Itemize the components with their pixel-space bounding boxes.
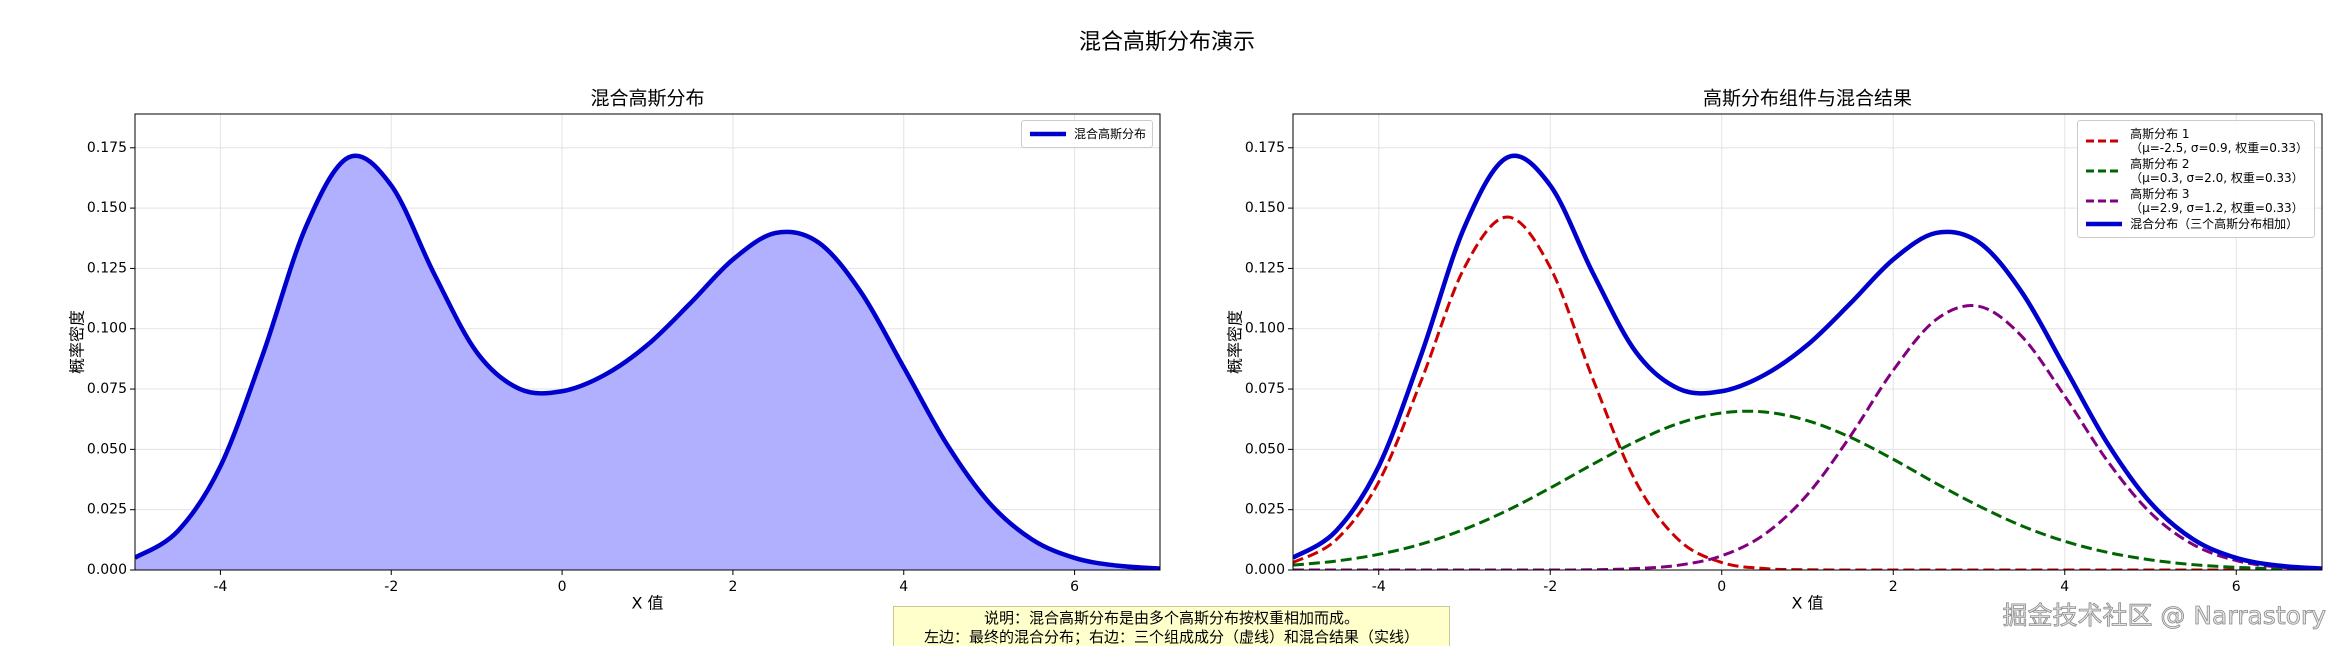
y-tick-label: 0.025 [87,502,127,518]
subplot-title: 高斯分布组件与混合结果 [1703,88,1912,110]
y-tick-label: 0.175 [1245,140,1285,156]
y-tick-label: 0.150 [1245,200,1285,216]
y-tick-label: 0.000 [87,562,127,578]
legend-label: 高斯分布 1 （μ=-2.5, σ=0.9, 权重=0.33） [2130,127,2308,155]
y-tick-label: 0.050 [1245,441,1285,457]
subplot: 高斯分布组件与混合结果 X 值 概率密度 0.000 0.025 0.050 0.075 0.… [1226,88,2323,613]
y-tick-label: 0.000 [1245,562,1285,578]
x-tick-label: 4 [2060,579,2069,595]
note-line: 左边：最终的混合分布；右边：三个组成成分（虚线）和混合结果（实线） [923,628,1419,646]
note-line: 说明：混合高斯分布是由多个高斯分布按权重相加而成。 [983,609,1359,627]
x-tick-label: 4 [899,579,908,595]
legend-swatch [2086,199,2123,203]
y-tick-label: 0.050 [87,441,127,457]
y-tick-label: 0.175 [87,140,127,156]
legend-label: 高斯分布 3 （μ=2.9, σ=1.2, 权重=0.33） [2130,187,2304,215]
legend-entry: 高斯分布 1 （μ=-2.5, σ=0.9, 权重=0.33） [2084,127,2308,155]
y-tick-label: 0.075 [87,381,127,397]
axes-frame [1292,113,2323,571]
legend-swatch [2086,169,2123,173]
watermark: 掘金技术社区 @ Narrastory [2002,601,2326,630]
subplot: 混合高斯分布 X 值 概率密度 0.000 0.025 0.050 0.075 0.100 0.… [68,88,1161,613]
figure-title: 混合高斯分布演示 [1079,30,1255,55]
plot-area [135,153,1160,570]
line [1293,153,2322,570]
x-tick-label: -2 [384,579,398,595]
legend: 高斯分布 1 （μ=-2.5, σ=0.9, 权重=0.33） 高斯分布 2 （μ… [2077,120,2315,238]
y-tick-label: 0.100 [87,321,127,337]
legend: 混合高斯分布 [1020,120,1153,148]
axes-frame [134,113,1161,571]
y-tick-label: 0.125 [87,260,127,276]
legend-entry: 混合高斯分布 [1028,127,1146,141]
x-tick-label: 2 [728,579,737,595]
legend-label: 混合分布（三个高斯分布相加） [2130,217,2299,231]
line [1293,215,2322,570]
x-tick-label: 0 [1717,579,1726,595]
x-axis-label: X 值 [631,594,663,613]
y-tick-label: 0.100 [1245,321,1285,337]
subplot-title: 混合高斯分布 [590,88,704,110]
x-axis-label: X 值 [1791,594,1823,613]
y-axis-label: 概率密度 [68,310,87,374]
legend-swatch [2086,221,2123,227]
x-tick-label: -2 [1543,579,1557,595]
legend-entry: 高斯分布 2 （μ=0.3, σ=2.0, 权重=0.33） [2084,157,2308,185]
x-tick-label: -4 [1372,579,1386,595]
legend-entry: 高斯分布 3 （μ=2.9, σ=1.2, 权重=0.33） [2084,187,2308,215]
y-tick-label: 0.075 [1245,381,1285,397]
x-tick-label: 6 [2232,579,2241,595]
area-line [135,153,1160,570]
area-fill [135,155,1160,570]
legend-swatch [1029,131,1066,137]
legend-swatch [2086,139,2123,143]
legend-entry: 混合分布（三个高斯分布相加） [2084,217,2308,231]
line [1293,409,2322,570]
x-tick-label: 6 [1070,579,1079,595]
legend-label: 高斯分布 2 （μ=0.3, σ=2.0, 权重=0.33） [2130,157,2304,185]
plot-area [1293,153,2322,570]
legend-label: 混合高斯分布 [1073,127,1146,141]
y-axis-label: 概率密度 [1226,310,1245,374]
x-tick-label: 2 [1889,579,1898,595]
x-tick-label: 0 [558,579,567,595]
y-tick-label: 0.125 [1245,260,1285,276]
y-tick-label: 0.150 [87,200,127,216]
line [1293,304,2322,570]
y-tick-label: 0.025 [1245,502,1285,518]
x-tick-label: -4 [213,579,227,595]
note-box: 说明：混合高斯分布是由多个高斯分布按权重相加而成。 左边：最终的混合分布；右边：… [893,606,1450,646]
